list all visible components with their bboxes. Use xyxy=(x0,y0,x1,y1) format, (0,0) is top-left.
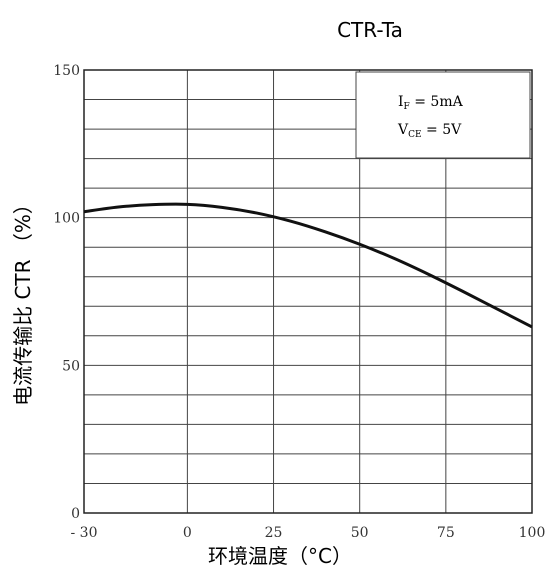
condition-vce-subscript: CE xyxy=(408,130,421,140)
condition-vce: VCE = 5V xyxy=(397,122,462,140)
x-tick-labels: - 30 0 25 50 75 100 xyxy=(71,525,546,541)
x-tick-label: 0 xyxy=(183,525,192,541)
x-tick-label: 25 xyxy=(265,525,283,541)
condition-if-symbol: I xyxy=(398,94,404,110)
condition-box: IF = 5mA VCE = 5V xyxy=(355,71,531,159)
condition-if-value: = 5mA xyxy=(410,94,464,110)
plot-frame xyxy=(83,69,533,514)
chart-title: CTR-Ta xyxy=(337,18,403,42)
y-tick-label: 0 xyxy=(71,506,80,522)
y-tick-label: 100 xyxy=(53,211,80,227)
condition-if-subscript: F xyxy=(404,102,410,112)
x-tick-label: 100 xyxy=(519,525,546,541)
condition-vce-value: = 5V xyxy=(422,122,463,138)
x-axis-label: 环境温度（°C） xyxy=(208,544,352,568)
ctr-curve-0 xyxy=(83,202,533,329)
y-tick-label: 50 xyxy=(62,358,80,374)
condition-box-frame xyxy=(355,71,531,159)
y-axis-label: 电流传输比 CTR （%） xyxy=(11,194,35,406)
y-tick-label: 150 xyxy=(53,63,80,79)
x-tick-label: - 30 xyxy=(71,525,98,541)
x-tick-label: 50 xyxy=(351,525,369,541)
condition-vce-symbol: V xyxy=(397,122,409,138)
x-tick-label: 75 xyxy=(437,525,455,541)
series-layer xyxy=(83,202,533,329)
y-tick-labels: 0 50 100 150 xyxy=(53,63,80,522)
condition-if: IF = 5mA xyxy=(398,94,464,112)
